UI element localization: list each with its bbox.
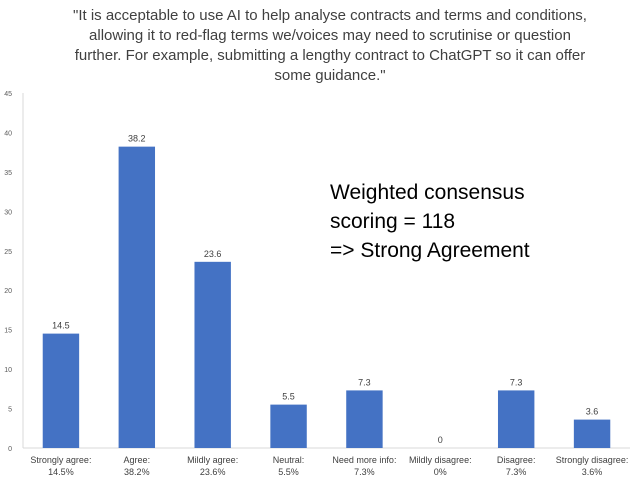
category-label: Strongly agree: bbox=[30, 455, 91, 465]
y-tick-label: 25 bbox=[4, 249, 12, 256]
chart-title-line: "It is acceptable to use AI to help anal… bbox=[73, 7, 587, 24]
data-label: 14.5 bbox=[52, 321, 70, 331]
y-tick-label: 10 bbox=[4, 367, 12, 374]
bar bbox=[270, 404, 307, 448]
bar bbox=[194, 261, 231, 448]
consensus-annotation: Weighted consensus scoring = 118 => Stro… bbox=[330, 178, 530, 265]
data-label: 5.5 bbox=[282, 392, 295, 402]
category-label: Neutral: bbox=[273, 455, 305, 465]
y-tick-label: 35 bbox=[4, 170, 12, 177]
category-label: 0% bbox=[434, 467, 447, 477]
category-label: Need more info: bbox=[332, 455, 396, 465]
y-tick-label: 5 bbox=[8, 407, 12, 414]
category-label: Mildly agree: bbox=[187, 455, 238, 465]
data-label: 3.6 bbox=[586, 407, 599, 417]
y-tick-label: 40 bbox=[4, 130, 12, 137]
chart-title-line: allowing it to red-flag terms we/voices … bbox=[89, 27, 571, 44]
data-label: 23.6 bbox=[204, 249, 222, 259]
bar bbox=[573, 419, 611, 448]
bar bbox=[346, 390, 383, 448]
category-label: 7.3% bbox=[354, 467, 375, 477]
category-label: 23.6% bbox=[200, 467, 226, 477]
annotation-line: scoring = 118 bbox=[330, 210, 456, 233]
category-label: 38.2% bbox=[124, 467, 150, 477]
data-label: 0 bbox=[438, 435, 443, 445]
data-label: 38.2 bbox=[128, 134, 146, 144]
y-tick-label: 30 bbox=[4, 209, 12, 216]
annotation-line: Weighted consensus bbox=[330, 181, 525, 204]
chart-title-line: further. For example, submitting a lengt… bbox=[74, 47, 586, 64]
category-label: 14.5% bbox=[48, 467, 74, 477]
chart-title-line: some guidance." bbox=[274, 67, 386, 84]
data-label: 7.3 bbox=[510, 377, 523, 387]
bar bbox=[497, 390, 535, 448]
bar bbox=[42, 333, 80, 448]
y-tick-label: 15 bbox=[4, 328, 12, 335]
category-label: Mildly disagree: bbox=[409, 455, 472, 465]
y-tick-label: 45 bbox=[4, 91, 12, 98]
bar bbox=[118, 146, 156, 448]
category-label: 5.5% bbox=[278, 467, 299, 477]
y-tick-label: 0 bbox=[8, 446, 12, 453]
annotation-line: => Strong Agreement bbox=[330, 239, 530, 262]
category-label: Agree: bbox=[124, 455, 151, 465]
y-tick-label: 20 bbox=[4, 288, 12, 295]
chart-title: "It is acceptable to use AI to help anal… bbox=[40, 6, 620, 86]
category-label: 3.6% bbox=[582, 467, 603, 477]
data-label: 7.3 bbox=[358, 377, 371, 387]
category-label: 7.3% bbox=[506, 467, 527, 477]
category-label: Disagree: bbox=[497, 455, 536, 465]
category-label: Strongly disagree: bbox=[556, 455, 629, 465]
